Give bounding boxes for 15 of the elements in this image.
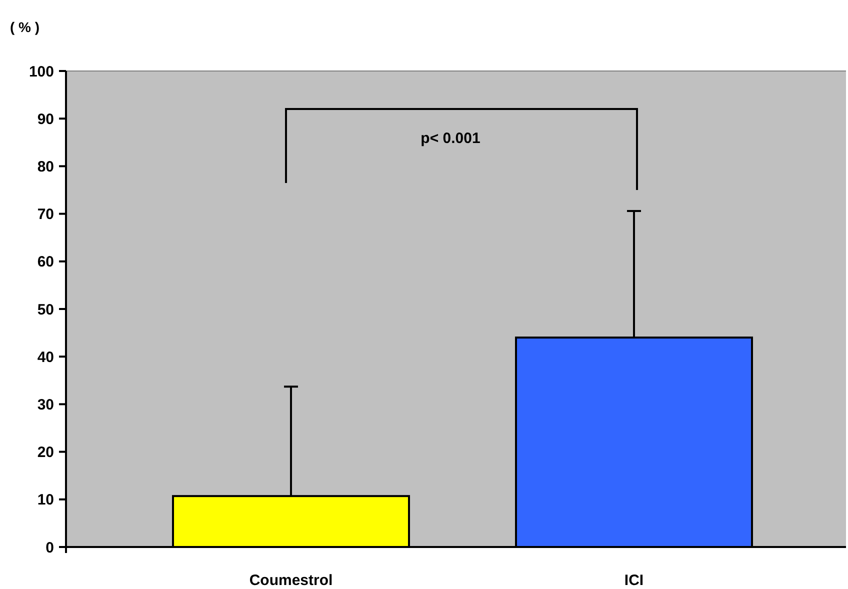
x-tick-label: Coumestrol: [249, 572, 333, 589]
y-tick-label: 100: [28, 63, 54, 80]
y-tick-label: 20: [37, 444, 54, 462]
y-tick-label: 30: [37, 396, 54, 414]
y-tick-label: 90: [37, 110, 54, 128]
y-tick-label: 0: [46, 539, 54, 556]
y-tick-label: 80: [37, 158, 54, 176]
y-tick-label: 60: [37, 254, 54, 271]
x-tick-label: ICI: [624, 572, 644, 589]
y-tick-label: 50: [37, 301, 54, 318]
y-axis-title: ( % ): [10, 19, 40, 35]
y-tick-label: 10: [37, 492, 54, 509]
annotation: p< 0.001: [420, 130, 480, 147]
y-tick-label: 70: [37, 206, 54, 224]
y-tick-label: 40: [37, 348, 54, 366]
